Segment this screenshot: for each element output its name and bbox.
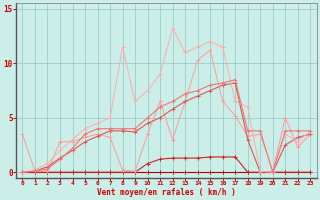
- X-axis label: Vent moyen/en rafales ( km/h ): Vent moyen/en rafales ( km/h ): [97, 188, 236, 197]
